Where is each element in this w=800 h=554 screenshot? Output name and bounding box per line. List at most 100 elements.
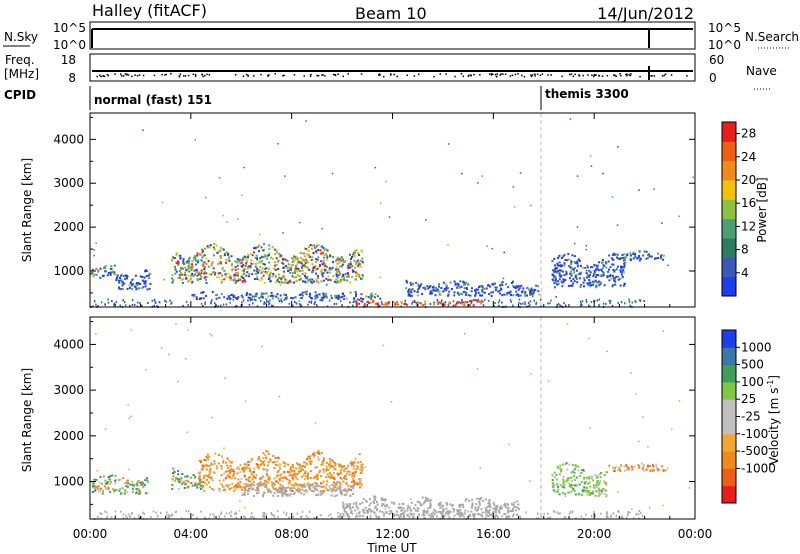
- scatter-pixel: [202, 254, 205, 257]
- scatter-pixel: [190, 277, 192, 280]
- scatter-pixel: [277, 457, 280, 460]
- scatter-pixel: [358, 482, 361, 485]
- scatter-pixel: [278, 477, 281, 480]
- clutter-pixel: [524, 301, 526, 304]
- scatter-pixel: [353, 250, 356, 253]
- scatter-pixel: [202, 263, 205, 266]
- scatter-pixel: [242, 493, 245, 496]
- clutter-pixel: [307, 517, 309, 520]
- scatter-pixel: [398, 503, 401, 506]
- clutter-pixel: [283, 299, 286, 301]
- scatter-pixel: [517, 508, 520, 510]
- scatter-pixel: [247, 265, 250, 268]
- clutter-pixel: [181, 517, 183, 520]
- clutter-pixel: [249, 299, 252, 302]
- scatter-pixel: [324, 265, 327, 267]
- scatter-pixel: [329, 460, 332, 463]
- scatter-pixel: [494, 505, 497, 508]
- scatter-pixel: [347, 505, 350, 508]
- scatter-pixel: [480, 508, 483, 511]
- scatter-pixel: [126, 479, 129, 482]
- scatter-pixel: [598, 473, 601, 476]
- scatter-pixel: [182, 260, 185, 263]
- scatter-pixel: [349, 281, 352, 284]
- nave-dot: [489, 73, 491, 75]
- scatter-pixel: [242, 470, 245, 473]
- scatter-pixel: [353, 471, 355, 474]
- scatter-pixel: [597, 491, 600, 494]
- scatter-pixel: [427, 497, 430, 500]
- clutter-pixel: [380, 300, 383, 303]
- scatter-pixel: [340, 468, 343, 471]
- scatter-pixel: [602, 274, 605, 277]
- nave-dot: [107, 74, 109, 77]
- scatter-pixel: [306, 261, 309, 264]
- scatter-pixel: [257, 482, 260, 485]
- noise-pixel: [512, 186, 515, 188]
- scatter-pixel: [270, 291, 273, 294]
- scatter-pixel: [360, 469, 363, 472]
- scatter-pixel: [311, 269, 314, 272]
- scatter-pixel: [344, 488, 347, 491]
- noise-pixel: [617, 146, 619, 148]
- scatter-pixel: [196, 278, 199, 281]
- scatter-pixel: [281, 494, 284, 497]
- scatter-pixel: [453, 508, 456, 511]
- scatter-pixel: [592, 485, 595, 488]
- clutter-pixel: [192, 514, 194, 516]
- scatter-pixel: [291, 463, 294, 466]
- scatter-pixel: [220, 465, 223, 467]
- scatter-pixel: [301, 294, 304, 297]
- scatter-pixel: [562, 476, 565, 479]
- scatter-pixel: [314, 454, 317, 457]
- scatter-pixel: [222, 486, 225, 489]
- scatter-pixel: [295, 477, 298, 480]
- clutter-pixel: [301, 515, 303, 518]
- scatter-pixel: [421, 514, 424, 517]
- nave-dot: [439, 73, 441, 75]
- scatter-pixel: [418, 287, 421, 290]
- scatter-pixel: [376, 500, 378, 503]
- scatter-pixel: [303, 483, 306, 486]
- scatter-pixel: [205, 257, 208, 260]
- scatter-pixel: [220, 454, 223, 457]
- scatter-pixel: [307, 255, 310, 257]
- scatter-pixel: [355, 301, 358, 304]
- noise-pixel: [237, 218, 239, 220]
- scatter-pixel: [311, 297, 314, 300]
- clutter-pixel: [635, 301, 637, 303]
- nave-dot: [164, 74, 166, 76]
- clutter-pixel: [308, 510, 311, 513]
- noise-pixel: [630, 372, 632, 374]
- scatter-pixel: [552, 269, 555, 272]
- scatter-pixel: [119, 277, 121, 279]
- scatter-pixel: [396, 510, 398, 513]
- scatter-pixel: [282, 487, 285, 490]
- scatter-pixel: [247, 253, 250, 256]
- scatter-pixel: [234, 281, 237, 284]
- scatter-pixel: [478, 498, 481, 501]
- scatter-pixel: [199, 471, 202, 474]
- scatter-pixel: [296, 483, 299, 486]
- scatter-pixel: [590, 492, 593, 495]
- nave-dot: [183, 75, 185, 77]
- scatter-pixel: [210, 273, 213, 276]
- scatter-pixel: [488, 500, 491, 503]
- scatter-pixel: [301, 465, 304, 468]
- nave-dot: [317, 75, 320, 77]
- scatter-pixel: [369, 297, 372, 300]
- scatter-pixel: [322, 294, 325, 297]
- noise-pixel: [254, 489, 256, 491]
- scatter-pixel: [255, 272, 257, 275]
- scatter-pixel: [567, 284, 570, 287]
- scatter-pixel: [326, 256, 329, 259]
- scatter-pixel: [334, 297, 337, 300]
- scatter-pixel: [230, 477, 233, 480]
- scatter-pixel: [229, 461, 232, 464]
- clutter-pixel: [137, 517, 140, 520]
- scatter-pixel: [301, 264, 304, 267]
- scatter-pixel: [439, 501, 442, 504]
- scatter-pixel: [385, 302, 388, 305]
- scatter-pixel: [409, 512, 412, 515]
- scatter-pixel: [329, 487, 332, 490]
